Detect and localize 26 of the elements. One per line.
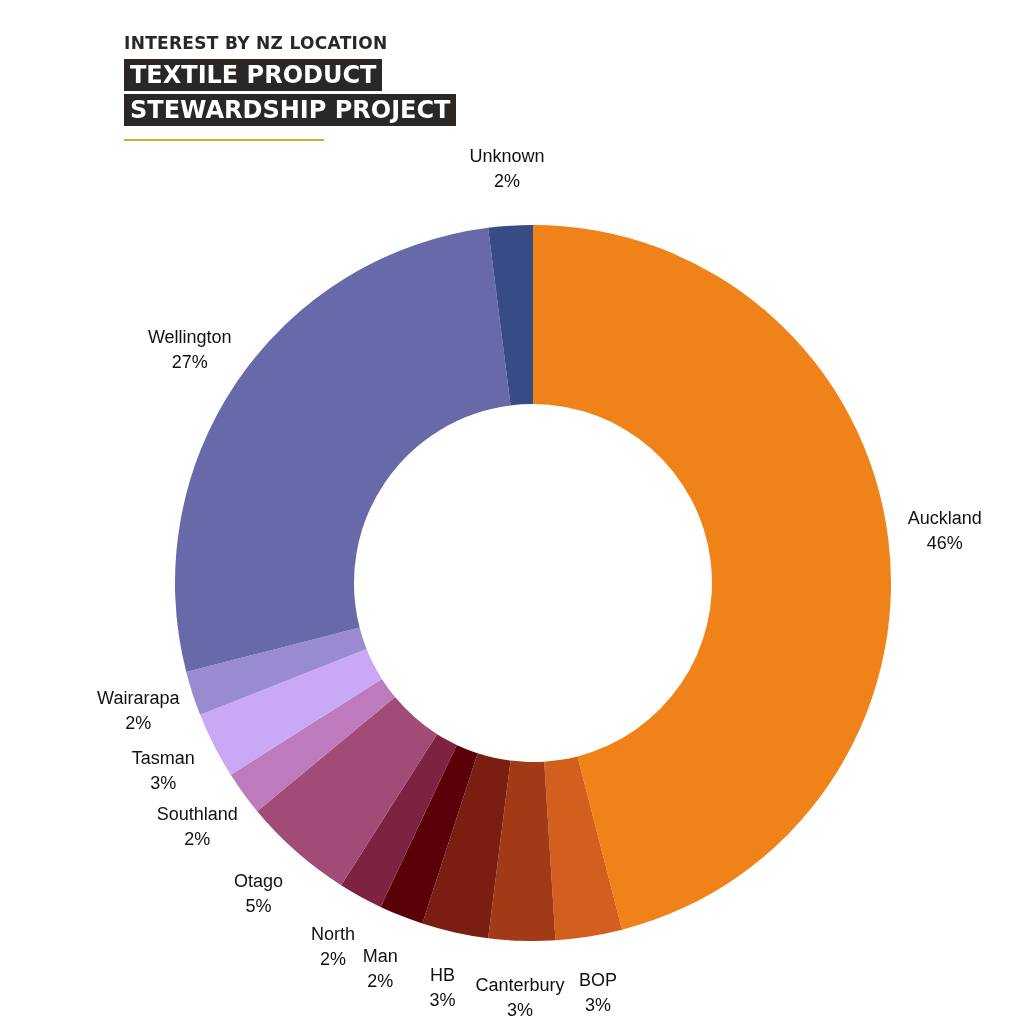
chart-title: TEXTILE PRODUCT STEWARDSHIP PROJECT <box>124 59 457 126</box>
chart-subtitle: INTEREST BY NZ LOCATION <box>124 33 388 53</box>
slice-label: Otago <box>234 871 284 892</box>
slice-label: Unknown <box>469 145 545 166</box>
slice-label: Wairarapa <box>97 688 181 709</box>
slice-label: BOP <box>578 969 617 990</box>
data-label: 2% <box>125 713 152 734</box>
data-label: 2% <box>493 170 520 191</box>
slice-label: Auckland <box>907 507 982 528</box>
slice-label: Man <box>362 945 398 966</box>
data-label: 3% <box>506 999 533 1020</box>
slice-label: North <box>311 923 356 944</box>
data-label: 46% <box>926 532 963 553</box>
data-label: 2% <box>367 970 394 991</box>
slice-label: Tasman <box>131 748 195 769</box>
data-label: 27% <box>171 351 208 372</box>
slice-label: Canterbury <box>475 974 565 995</box>
slice-label: HB <box>429 964 455 985</box>
data-label: 3% <box>584 994 611 1015</box>
data-label: 5% <box>245 896 272 917</box>
data-label: 3% <box>150 773 177 794</box>
slice-label: Wellington <box>147 326 232 347</box>
slice-label: Southland <box>156 803 238 824</box>
data-label: 2% <box>184 828 211 849</box>
data-label: 2% <box>320 948 347 969</box>
data-label: 3% <box>429 989 456 1010</box>
